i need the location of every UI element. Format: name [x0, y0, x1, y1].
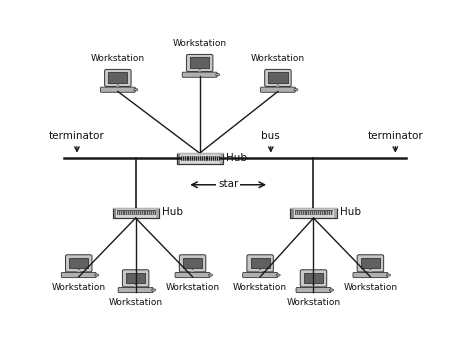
FancyBboxPatch shape [113, 209, 160, 219]
Text: terminator: terminator [49, 131, 105, 151]
FancyBboxPatch shape [190, 57, 209, 68]
FancyBboxPatch shape [118, 287, 153, 293]
Text: Workstation: Workstation [343, 283, 397, 292]
Text: Hub: Hub [226, 153, 247, 162]
Text: Workstation: Workstation [52, 283, 106, 292]
FancyBboxPatch shape [276, 85, 280, 88]
FancyBboxPatch shape [295, 210, 333, 216]
FancyBboxPatch shape [261, 87, 295, 92]
FancyBboxPatch shape [291, 208, 336, 218]
FancyBboxPatch shape [361, 258, 380, 268]
FancyBboxPatch shape [126, 273, 145, 283]
FancyBboxPatch shape [101, 87, 135, 92]
FancyBboxPatch shape [198, 70, 201, 73]
Circle shape [370, 269, 371, 270]
Ellipse shape [386, 274, 391, 276]
FancyBboxPatch shape [357, 255, 384, 272]
FancyBboxPatch shape [251, 258, 270, 268]
FancyBboxPatch shape [369, 270, 372, 273]
Ellipse shape [294, 88, 298, 91]
FancyBboxPatch shape [269, 72, 287, 82]
Text: Workstation: Workstation [166, 283, 219, 292]
FancyBboxPatch shape [291, 208, 294, 218]
FancyBboxPatch shape [66, 255, 92, 272]
Circle shape [192, 269, 193, 270]
FancyBboxPatch shape [179, 255, 206, 272]
FancyBboxPatch shape [312, 286, 315, 288]
FancyBboxPatch shape [220, 153, 223, 164]
FancyBboxPatch shape [191, 270, 194, 273]
Text: Workstation: Workstation [233, 283, 287, 292]
Circle shape [259, 269, 261, 270]
FancyBboxPatch shape [112, 208, 159, 218]
Ellipse shape [151, 289, 156, 291]
FancyBboxPatch shape [108, 72, 128, 82]
Circle shape [117, 84, 118, 85]
Text: Workstation: Workstation [91, 54, 145, 63]
FancyBboxPatch shape [247, 255, 274, 272]
Ellipse shape [95, 274, 99, 276]
FancyBboxPatch shape [183, 258, 202, 268]
FancyBboxPatch shape [182, 72, 217, 77]
Text: star: star [218, 179, 238, 189]
Text: Hub: Hub [340, 207, 361, 217]
FancyBboxPatch shape [134, 286, 137, 288]
Circle shape [277, 84, 279, 85]
FancyBboxPatch shape [177, 153, 180, 164]
Text: Workstation: Workstation [286, 298, 341, 307]
FancyBboxPatch shape [259, 270, 262, 273]
FancyBboxPatch shape [112, 208, 116, 218]
FancyBboxPatch shape [334, 208, 336, 218]
Ellipse shape [330, 289, 334, 291]
FancyBboxPatch shape [300, 270, 327, 287]
FancyBboxPatch shape [178, 154, 224, 164]
Ellipse shape [216, 74, 220, 76]
FancyBboxPatch shape [117, 210, 156, 216]
Ellipse shape [276, 274, 280, 276]
FancyBboxPatch shape [304, 273, 323, 283]
Ellipse shape [208, 274, 213, 276]
Text: bus: bus [262, 131, 280, 151]
FancyBboxPatch shape [117, 85, 119, 88]
FancyBboxPatch shape [69, 258, 88, 268]
Circle shape [78, 269, 79, 270]
FancyBboxPatch shape [62, 273, 96, 278]
Text: Hub: Hub [162, 207, 183, 217]
FancyBboxPatch shape [181, 156, 219, 161]
FancyBboxPatch shape [105, 69, 131, 87]
FancyBboxPatch shape [177, 153, 223, 164]
FancyBboxPatch shape [77, 270, 80, 273]
FancyBboxPatch shape [156, 208, 159, 218]
Text: terminator: terminator [368, 131, 423, 151]
Text: Workstation: Workstation [109, 298, 162, 307]
FancyBboxPatch shape [123, 270, 149, 287]
Text: Workstation: Workstation [173, 39, 227, 48]
Ellipse shape [134, 88, 138, 91]
FancyBboxPatch shape [186, 55, 213, 72]
Circle shape [313, 284, 314, 285]
Text: Workstation: Workstation [251, 54, 305, 63]
FancyBboxPatch shape [265, 69, 291, 87]
Circle shape [135, 284, 136, 285]
FancyBboxPatch shape [243, 273, 278, 278]
FancyBboxPatch shape [353, 273, 388, 278]
FancyBboxPatch shape [291, 209, 338, 219]
FancyBboxPatch shape [175, 273, 210, 278]
FancyBboxPatch shape [296, 287, 331, 293]
